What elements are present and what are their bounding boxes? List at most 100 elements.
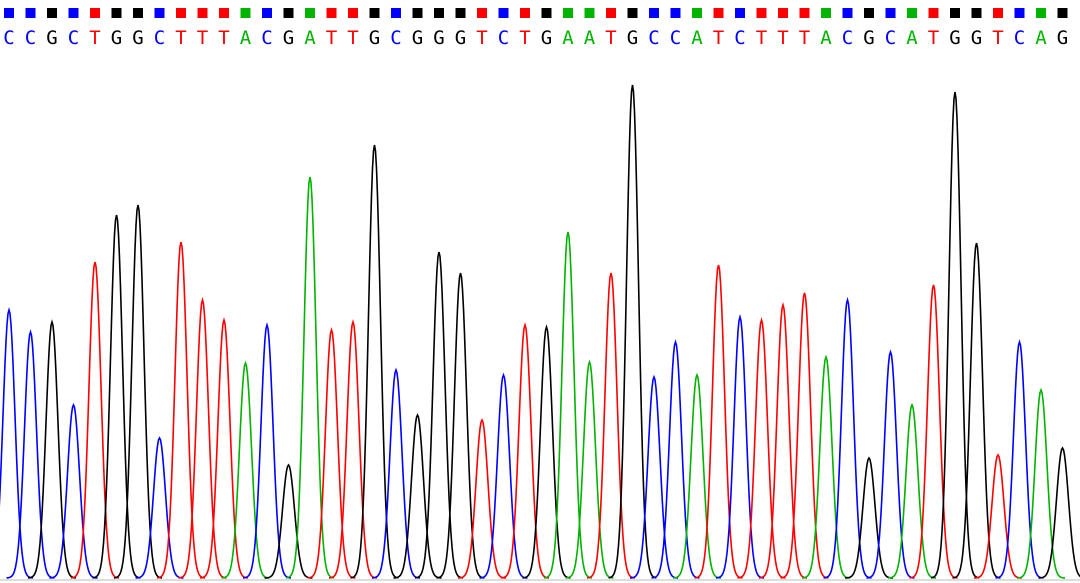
peak: [694, 264, 743, 579]
peak: [673, 372, 721, 579]
quality-box: [111, 8, 122, 18]
peak: [199, 317, 249, 579]
peak: [135, 436, 184, 579]
base-call: T: [197, 27, 208, 49]
base-call: G: [863, 27, 874, 49]
peak: [350, 144, 399, 579]
base-call: G: [971, 27, 982, 49]
peak: [285, 176, 335, 579]
base-call: C: [390, 27, 401, 49]
quality-box: [154, 8, 165, 18]
quality-box: [25, 8, 36, 18]
peak: [888, 402, 936, 579]
quality-box: [520, 8, 530, 18]
base-call: C: [498, 27, 509, 49]
quality-box: [971, 8, 982, 18]
peak: [823, 296, 872, 579]
quality-box: [993, 8, 1003, 18]
quality-box: [219, 8, 229, 18]
base-call: T: [992, 27, 1003, 49]
base-call: A: [240, 27, 252, 49]
base-call: A: [906, 27, 918, 49]
quality-box: [778, 8, 788, 18]
base-call: C: [885, 27, 896, 49]
peak: [414, 251, 464, 579]
base-call: G: [627, 27, 638, 49]
peak: [565, 359, 614, 579]
base-call: G: [369, 27, 380, 49]
base-call: T: [218, 27, 229, 49]
peak: [930, 91, 980, 579]
base-call: A: [562, 27, 574, 49]
base-call: T: [713, 27, 724, 49]
peak: [328, 319, 378, 579]
quality-box: [477, 8, 487, 18]
peak: [156, 241, 206, 579]
peak: [242, 322, 292, 579]
quality-box: [4, 8, 14, 18]
peak: [651, 339, 700, 579]
peak: [543, 231, 593, 579]
quality-box: [90, 8, 100, 18]
peak: [178, 296, 227, 579]
base-call: C: [648, 27, 659, 49]
quality-box: [305, 8, 315, 18]
peak: [436, 272, 485, 579]
quality-box: [262, 8, 272, 18]
quality-box: [756, 8, 767, 18]
peak: [780, 292, 829, 579]
base-call: T: [326, 27, 337, 49]
peak: [758, 301, 808, 579]
quality-box: [240, 8, 251, 18]
base-call: C: [154, 27, 165, 49]
peak: [70, 261, 120, 579]
base-call: T: [756, 27, 767, 49]
base-call: T: [605, 27, 616, 49]
quality-box: [283, 8, 294, 18]
base-call: C: [261, 27, 272, 49]
quality-box: [133, 8, 143, 18]
quality-box: [455, 8, 466, 18]
base-call: G: [949, 27, 960, 49]
base-call: G: [283, 27, 294, 49]
base-call: T: [89, 27, 100, 49]
peak: [737, 317, 786, 579]
quality-box: [412, 8, 423, 18]
quality-box: [907, 8, 917, 18]
base-call: T: [347, 27, 358, 49]
base-call: G: [455, 27, 466, 49]
peak: [372, 367, 420, 579]
base-call: T: [175, 27, 186, 49]
peak: [866, 349, 915, 579]
base-call: T: [476, 27, 487, 49]
quality-box: [1036, 8, 1046, 18]
quality-box: [885, 8, 896, 18]
quality-box: [670, 8, 681, 18]
peak: [6, 329, 55, 579]
peak: [715, 314, 765, 579]
base-call: G: [111, 27, 122, 49]
base-call: C: [68, 27, 79, 49]
quality-box: [950, 8, 960, 18]
peak: [1038, 446, 1080, 579]
base-call: C: [3, 27, 14, 49]
quality-box: [541, 8, 552, 18]
quality-box: [928, 8, 939, 18]
base-call: C: [734, 27, 745, 49]
peak: [221, 360, 270, 579]
peak: [92, 214, 141, 579]
base-call: C: [25, 27, 36, 49]
quality-box: [606, 8, 616, 18]
peak: [844, 456, 894, 579]
quality-box: [326, 8, 337, 18]
quality-box: [563, 8, 573, 18]
peak: [264, 463, 313, 579]
peak: [522, 324, 571, 579]
peak: [802, 354, 850, 579]
quality-box: [1057, 8, 1068, 18]
quality-box: [348, 8, 358, 18]
quality-box: [842, 8, 853, 18]
base-call: C: [842, 27, 853, 49]
base-call: G: [132, 27, 143, 49]
